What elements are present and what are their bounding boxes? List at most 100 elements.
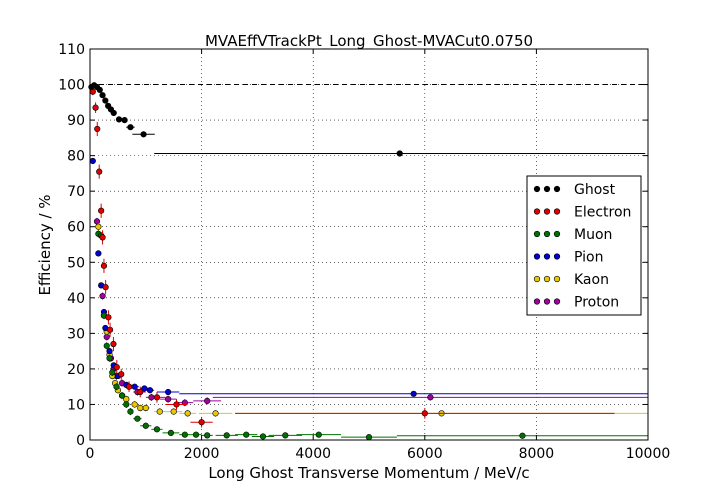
y-tick-label: 90 [67, 113, 85, 129]
data-point [243, 431, 250, 438]
data-point [121, 116, 128, 124]
data-point [142, 404, 149, 412]
data-point [315, 431, 322, 438]
data-point [134, 415, 141, 422]
data-point [519, 432, 526, 439]
data-point [410, 390, 417, 397]
data-point [204, 432, 211, 439]
y-tick-label: 0 [76, 433, 85, 449]
data-point [105, 314, 112, 321]
data-point [113, 383, 120, 390]
data-point [123, 401, 130, 408]
legend-marker [533, 298, 541, 305]
data-point [192, 431, 200, 438]
y-tick-label: 60 [67, 220, 85, 236]
data-point [131, 383, 138, 390]
y-axis-title: Efficiency / % [36, 194, 54, 295]
data-point [118, 392, 126, 399]
data-point [165, 396, 172, 403]
data-point [173, 401, 180, 408]
x-tick-label: 10000 [626, 446, 671, 462]
data-point [118, 371, 125, 378]
legend-marker [553, 253, 561, 260]
legend-marker [553, 208, 561, 215]
legend-label-proton: Proton [574, 295, 619, 311]
x-tick-label: 2000 [184, 446, 220, 462]
legend-marker [533, 208, 541, 215]
data-point [204, 397, 211, 405]
legend: Ghost Electron Muon Pion Kaon Proton [526, 175, 642, 316]
x-tick-label: 0 [86, 446, 95, 462]
data-point [99, 92, 106, 99]
data-point [99, 292, 106, 300]
data-point [100, 262, 108, 269]
x-tick-label: 4000 [295, 446, 331, 462]
plot-frame [89, 48, 649, 441]
data-point [98, 207, 105, 214]
y-tick-label: 40 [67, 291, 85, 307]
legend-label-muon: Muon [574, 227, 612, 243]
data-point [421, 410, 428, 417]
series-electron [89, 88, 615, 428]
legend-label-ghost: Ghost [574, 182, 616, 198]
data-point [259, 433, 267, 440]
data-point [184, 410, 191, 417]
data-point [156, 408, 163, 415]
data-point [125, 383, 133, 390]
y-tick-label: 100 [58, 78, 85, 94]
legend-marker [543, 298, 551, 305]
legend-marker [543, 275, 551, 283]
y-tick-label: 110 [58, 42, 85, 58]
data-point [146, 387, 154, 394]
data-point [165, 388, 172, 396]
y-axis: 0 10 20 30 40 50 60 70 80 90 100 110 [58, 42, 648, 449]
data-point [131, 401, 138, 408]
data-point [153, 394, 161, 401]
data-point [167, 429, 175, 436]
data-point [181, 431, 188, 438]
legend-marker [543, 208, 551, 215]
data-point [96, 168, 103, 175]
legend-label-kaon: Kaon [574, 272, 609, 288]
data-point [142, 422, 149, 429]
legend-marker [533, 185, 541, 193]
legend-marker [553, 275, 561, 283]
legend-marker [533, 253, 541, 260]
data-point [95, 250, 102, 257]
data-point [140, 131, 147, 138]
data-point [127, 408, 134, 415]
data-point [137, 388, 144, 396]
data-point [89, 157, 96, 165]
legend-marker [543, 253, 551, 260]
legend-box [526, 175, 642, 316]
data-point [93, 218, 101, 225]
y-tick-label: 50 [67, 255, 85, 271]
data-point [92, 104, 99, 111]
data-point [106, 355, 113, 362]
data-point [170, 408, 177, 415]
data-point [427, 394, 434, 401]
data-point [396, 150, 403, 157]
chart-title: MVAEffVTrackPt_Long_Ghost-MVACut0.0750 [205, 32, 533, 51]
y-tick-label: 20 [67, 362, 85, 378]
data-point [106, 326, 114, 333]
data-point [102, 97, 109, 104]
y-tick-label: 10 [67, 397, 85, 413]
data-point [153, 426, 161, 433]
legend-marker [553, 298, 561, 305]
legend-marker [543, 230, 551, 238]
data-point [103, 342, 110, 349]
data-point [95, 223, 102, 230]
legend-marker [553, 185, 561, 193]
y-tick-label: 30 [67, 326, 85, 342]
series-ghost [88, 82, 646, 157]
data-point [223, 432, 230, 439]
data-point [94, 125, 101, 133]
data-point [115, 116, 123, 123]
x-axis: 0 2000 4000 6000 8000 10000 [86, 49, 671, 462]
data-point [102, 284, 109, 291]
data-point [113, 364, 120, 371]
x-tick-label: 8000 [519, 446, 555, 462]
legend-label-electron: Electron [574, 205, 631, 221]
